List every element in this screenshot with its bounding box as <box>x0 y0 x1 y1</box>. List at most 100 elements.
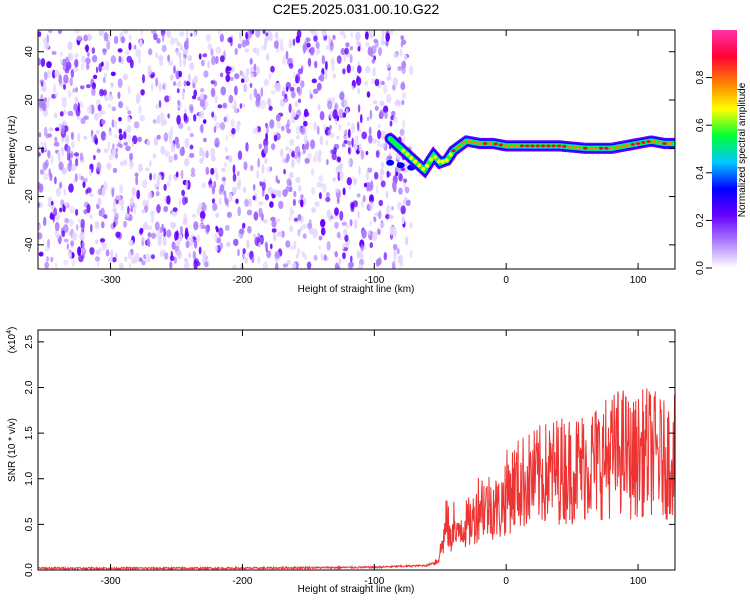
noise-speck <box>270 243 273 250</box>
noise-speck <box>176 114 181 125</box>
noise-speck <box>361 131 368 140</box>
noise-speck <box>184 158 189 167</box>
noise-speck <box>252 183 256 191</box>
noise-speck <box>157 236 162 247</box>
noise-speck <box>141 260 146 266</box>
noise-speck <box>50 256 54 263</box>
noise-speck <box>159 249 164 257</box>
noise-speck <box>191 167 195 174</box>
signal-core-point <box>456 145 461 149</box>
noise-speck <box>141 209 146 214</box>
noise-speck <box>102 243 108 250</box>
noise-speck <box>128 133 131 143</box>
noise-speck <box>101 110 106 115</box>
noise-speck <box>403 178 408 183</box>
noise-speck <box>101 187 106 197</box>
noise-speck <box>70 150 74 159</box>
noise-speck <box>350 205 355 213</box>
spectrogram-frame <box>37 29 676 270</box>
noise-speck <box>94 221 99 226</box>
noise-speck <box>166 229 172 238</box>
noise-speck <box>127 116 131 123</box>
noise-speck <box>231 127 236 135</box>
noise-speck <box>379 221 385 228</box>
noise-speck <box>389 214 394 220</box>
noise-speck <box>94 239 99 245</box>
noise-speck <box>362 195 366 203</box>
noise-speck <box>342 68 346 75</box>
noise-speck <box>367 229 371 236</box>
noise-speck <box>189 133 194 138</box>
noise-speck <box>239 228 245 235</box>
noise-speck <box>368 200 374 211</box>
noise-speck <box>368 126 372 136</box>
noise-speck <box>50 154 54 165</box>
noise-speck <box>261 164 265 174</box>
noise-speck <box>250 72 254 79</box>
noise-speck <box>56 233 60 239</box>
noise-speck <box>396 247 400 255</box>
noise-speck <box>327 129 331 136</box>
noise-speck <box>176 88 180 94</box>
noise-speck <box>264 157 268 164</box>
noise-speck <box>182 48 188 55</box>
noise-speck <box>80 234 84 240</box>
noise-speck <box>386 63 391 69</box>
noise-speck <box>75 208 79 216</box>
noise-speck <box>341 143 346 148</box>
noise-speck <box>357 121 360 132</box>
noise-speck <box>83 177 88 183</box>
noise-speck <box>379 109 385 118</box>
noise-speck <box>187 73 191 83</box>
noise-speck <box>288 103 292 114</box>
noise-speck <box>181 91 185 100</box>
colorbar-label: Normalized spectral amplitude <box>737 82 748 217</box>
noise-speck <box>247 198 252 207</box>
noise-speck <box>187 55 193 62</box>
snr-scale-exponent: 4 <box>6 330 13 334</box>
noise-speck <box>54 136 58 142</box>
noise-speck <box>401 68 406 74</box>
noise-speck <box>386 170 390 178</box>
noise-speck <box>366 116 370 122</box>
noise-speck <box>184 108 187 113</box>
noise-speck <box>196 261 201 267</box>
noise-speck <box>150 210 155 218</box>
noise-speck <box>63 238 69 243</box>
signal-core-point <box>509 144 514 148</box>
noise-speck <box>331 65 335 72</box>
noise-speck <box>74 53 79 59</box>
noise-speck <box>52 214 55 223</box>
noise-speck <box>280 148 284 158</box>
noise-speck <box>71 232 78 241</box>
y-tick-label: 1.5 <box>24 426 35 440</box>
noise-speck <box>97 197 102 206</box>
signal-core-point <box>482 142 488 145</box>
noise-speck <box>400 82 406 91</box>
noise-speck <box>182 196 187 206</box>
noise-speck <box>168 60 174 66</box>
noise-speck <box>150 73 155 79</box>
noise-speck <box>251 256 255 264</box>
noise-speck <box>117 78 123 88</box>
noise-speck <box>193 114 197 122</box>
noise-speck <box>74 30 80 34</box>
noise-speck <box>289 86 295 92</box>
noise-speck <box>90 223 93 233</box>
noise-speck <box>211 198 216 204</box>
signal-core-point <box>567 145 572 149</box>
noise-speck <box>290 91 296 99</box>
noise-speck <box>282 189 288 197</box>
noise-speck <box>44 42 50 50</box>
noise-speck <box>85 189 89 195</box>
noise-speck <box>374 78 380 87</box>
noise-speck <box>409 222 413 229</box>
noise-speck <box>399 48 403 57</box>
signal-core-point <box>577 146 583 150</box>
noise-speck <box>139 227 144 234</box>
signal-core-point <box>604 146 609 150</box>
signal-core-point <box>467 140 472 143</box>
noise-speck <box>98 209 103 217</box>
noise-speck <box>124 256 128 261</box>
noise-speck <box>40 58 46 67</box>
